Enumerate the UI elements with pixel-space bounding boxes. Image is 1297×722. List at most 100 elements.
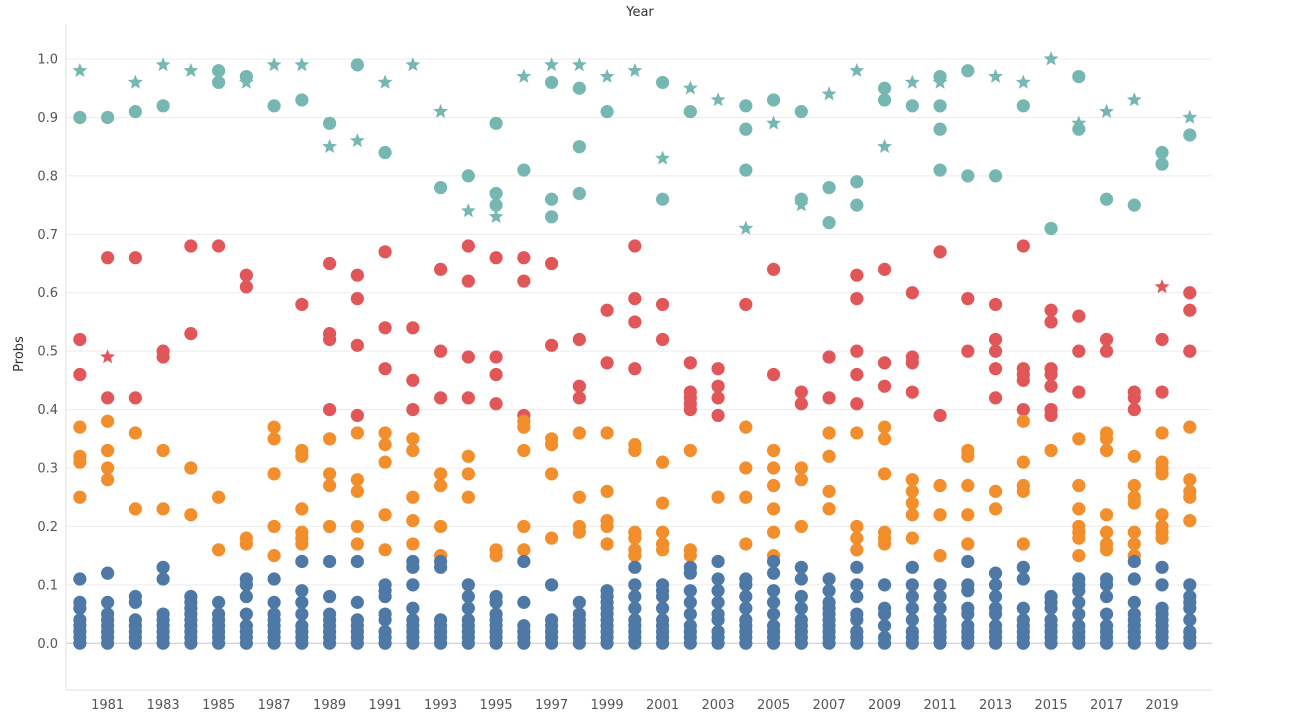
data-point[interactable] [655,332,670,347]
data-point[interactable] [961,537,975,551]
data-point[interactable] [1016,601,1030,615]
data-point[interactable] [295,502,309,516]
data-point[interactable] [350,595,364,609]
data-point[interactable] [683,607,697,621]
data-point[interactable] [1183,128,1197,142]
data-point[interactable] [822,180,836,195]
data-point[interactable] [905,613,919,627]
data-point[interactable] [850,367,864,382]
data-star[interactable] [516,68,532,83]
data-point[interactable] [378,543,392,557]
data-point[interactable] [739,537,753,551]
data-point[interactable] [517,251,531,265]
data-point[interactable] [933,549,947,563]
data-point[interactable] [572,636,586,650]
data-point[interactable] [739,461,753,475]
data-point[interactable] [1072,595,1086,609]
data-point[interactable] [933,601,947,615]
data-point[interactable] [1183,613,1197,627]
data-point[interactable] [850,613,864,627]
data-point[interactable] [434,344,448,358]
data-point[interactable] [961,478,975,493]
data-point[interactable] [295,537,309,551]
data-point[interactable] [406,578,420,592]
data-point[interactable] [961,584,975,598]
data-point[interactable] [544,578,559,592]
data-point[interactable] [600,303,614,317]
data-point[interactable] [517,443,531,458]
data-point[interactable] [766,554,781,569]
data-point[interactable] [1016,572,1030,586]
data-point[interactable] [988,607,1003,621]
data-point[interactable] [1183,636,1197,650]
data-point[interactable] [1016,414,1030,428]
data-star[interactable] [710,92,726,107]
data-point[interactable] [628,601,642,615]
data-point[interactable] [350,537,364,551]
data-point[interactable] [101,636,115,650]
data-point[interactable] [295,595,309,609]
data-point[interactable] [350,473,364,487]
data-star[interactable] [488,208,504,224]
data-point[interactable] [489,198,503,212]
data-point[interactable] [933,478,947,493]
data-point[interactable] [239,636,253,650]
data-star[interactable] [988,68,1003,83]
data-point[interactable] [711,408,725,423]
data-star[interactable] [655,150,670,165]
data-point[interactable] [711,362,725,376]
data-point[interactable] [461,274,475,288]
data-point[interactable] [711,391,725,405]
data-point[interactable] [489,116,503,130]
data-star[interactable] [155,57,171,72]
data-point[interactable] [461,636,475,650]
data-point[interactable] [489,350,503,364]
data-point[interactable] [1183,578,1197,592]
data-point[interactable] [434,519,448,534]
data-point[interactable] [73,636,87,650]
data-star[interactable] [544,57,560,72]
data-point[interactable] [517,274,531,288]
data-point[interactable] [655,496,670,510]
data-point[interactable] [128,251,142,265]
data-point[interactable] [156,502,170,516]
data-point[interactable] [406,601,420,615]
data-point[interactable] [1099,192,1114,206]
data-point[interactable] [544,75,559,90]
data-point[interactable] [933,163,947,177]
data-point[interactable] [378,362,392,376]
data-point[interactable] [267,420,281,434]
data-point[interactable] [988,566,1003,580]
data-point[interactable] [1155,578,1169,592]
data-point[interactable] [822,636,836,650]
data-point[interactable] [988,484,1003,498]
data-point[interactable] [683,105,697,119]
data-point[interactable] [822,584,836,598]
data-point[interactable] [101,461,115,475]
data-point[interactable] [406,443,420,458]
data-point[interactable] [850,426,864,440]
data-point[interactable] [434,560,448,574]
data-point[interactable] [239,537,253,551]
data-point[interactable] [850,543,864,557]
data-point[interactable] [378,321,392,335]
data-star[interactable] [932,74,948,89]
data-point[interactable] [683,584,697,598]
data-point[interactable] [267,636,281,650]
data-star[interactable] [1126,92,1142,107]
data-point[interactable] [156,99,170,113]
data-point[interactable] [1072,309,1086,323]
data-point[interactable] [822,572,836,586]
data-point[interactable] [461,467,475,481]
data-point[interactable] [739,589,753,604]
data-point[interactable] [1155,467,1169,481]
data-point[interactable] [905,496,919,510]
data-point[interactable] [572,391,586,405]
data-point[interactable] [961,291,975,306]
data-point[interactable] [877,379,892,393]
data-point[interactable] [1183,303,1197,317]
data-point[interactable] [544,467,559,481]
data-point[interactable] [101,414,115,428]
data-point[interactable] [295,297,309,312]
data-point[interactable] [1044,367,1058,382]
